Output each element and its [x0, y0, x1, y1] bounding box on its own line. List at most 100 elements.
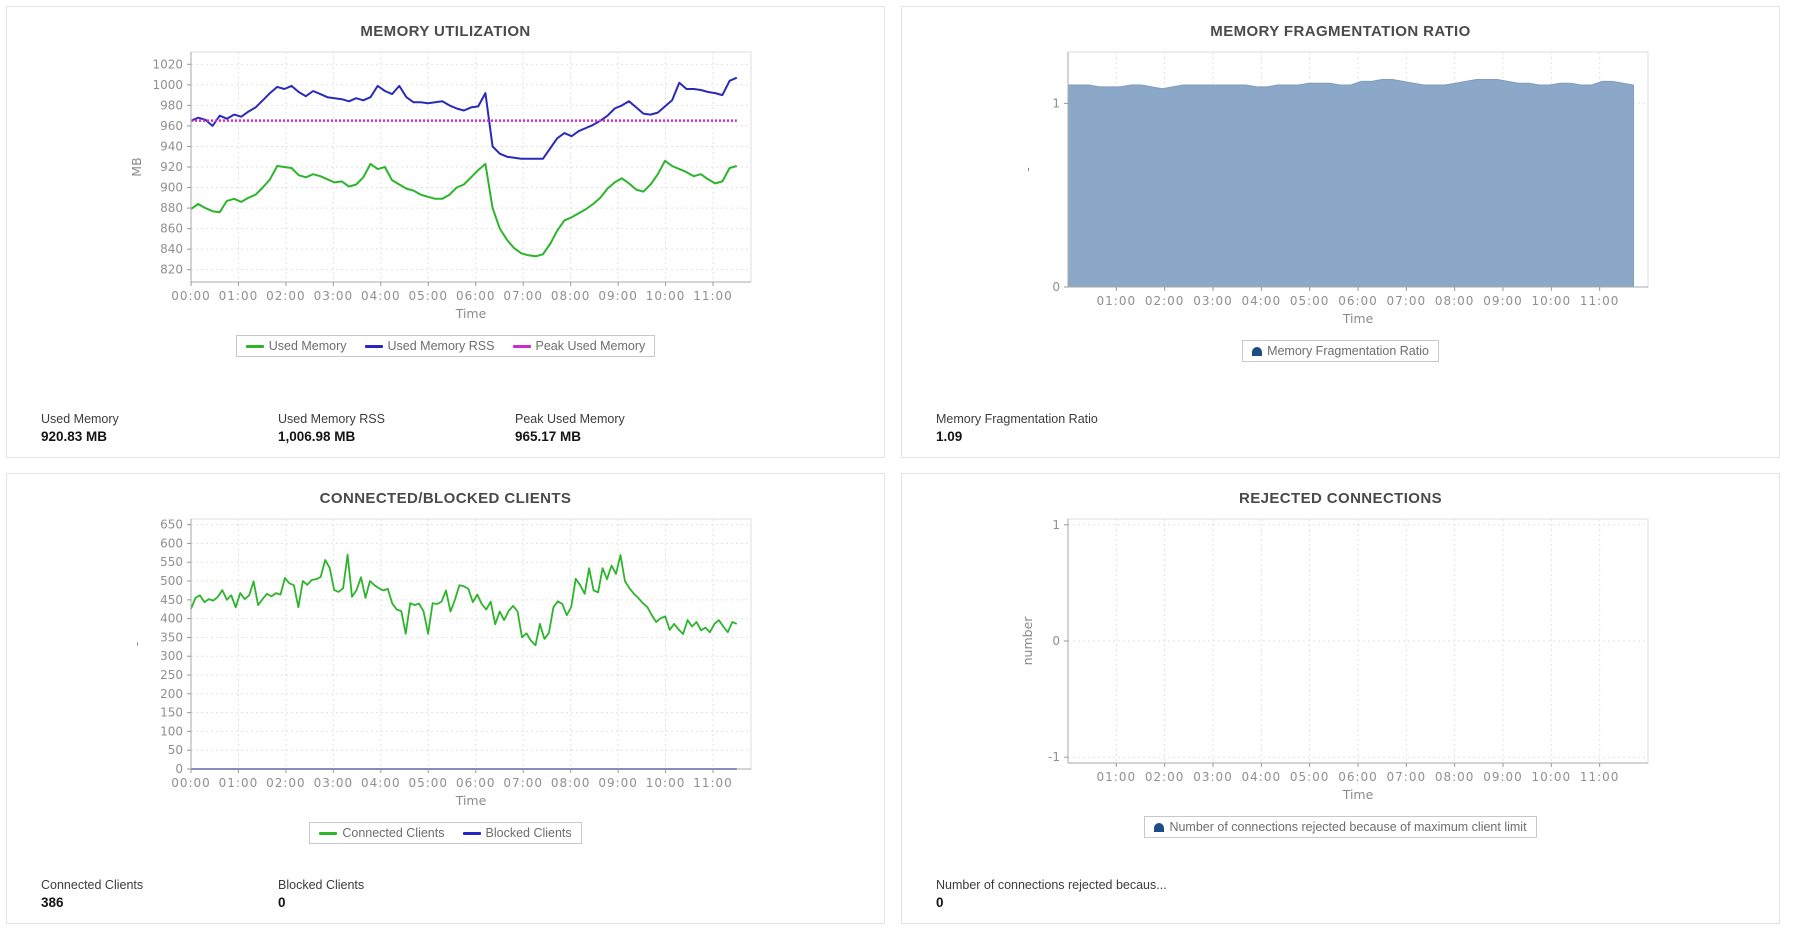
svg-text:Time: Time — [1341, 311, 1373, 326]
stat-value: 386 — [41, 895, 64, 910]
svg-text:07:00: 07:00 — [1386, 294, 1426, 308]
svg-text:11:00: 11:00 — [1579, 770, 1619, 784]
svg-text:-: - — [1020, 167, 1035, 172]
legend-item: Used Memory — [245, 339, 347, 353]
svg-text:04:00: 04:00 — [361, 289, 401, 303]
svg-text:550: 550 — [160, 555, 183, 569]
stats-row: Memory Fragmentation Ratio 1.09 — [902, 412, 1779, 457]
svg-text:11:00: 11:00 — [693, 776, 733, 790]
svg-text:10:00: 10:00 — [645, 289, 685, 303]
stat: Memory Fragmentation Ratio 1.09 — [936, 412, 1173, 444]
svg-text:0: 0 — [1052, 634, 1060, 648]
stat: Connected Clients 386 — [41, 878, 278, 910]
stat-value: 1.09 — [936, 429, 963, 444]
svg-text:04:00: 04:00 — [1241, 770, 1281, 784]
svg-text:820: 820 — [160, 263, 183, 277]
svg-text:1: 1 — [1052, 96, 1060, 110]
svg-text:450: 450 — [160, 593, 183, 607]
svg-text:100: 100 — [160, 724, 183, 738]
stat-label: Connected Clients — [41, 878, 144, 893]
svg-text:250: 250 — [160, 668, 183, 682]
legend-label: Blocked Clients — [485, 826, 572, 840]
svg-text:600: 600 — [160, 536, 183, 550]
legend-item: Used Memory RSS — [364, 339, 495, 353]
chart-area: -1 0 1 01:00 02:00 03:00 04:00 05:00 06:00 07:00 0… — [1018, 511, 1664, 812]
svg-text:350: 350 — [160, 630, 183, 644]
svg-text:06:00: 06:00 — [455, 289, 495, 303]
chart-title: REJECTED CONNECTIONS — [1238, 490, 1443, 507]
stat-label: Memory Fragmentation Ratio — [936, 412, 1098, 427]
svg-text:07:00: 07:00 — [503, 776, 543, 790]
svg-text:06:00: 06:00 — [1338, 770, 1378, 784]
connected-blocked-clients-chart[interactable]: 0 50 100 150 200 250 300 350 400 450 500 550 600 650 0… — [127, 511, 765, 813]
legend-item: Connected Clients — [319, 826, 445, 840]
svg-text:50: 50 — [167, 743, 182, 757]
memory-fragmentation-ratio-chart[interactable]: 0 1 01:00 02:00 03:00 04:00 05:00 06:00 07:00 08:… — [1018, 44, 1664, 331]
legend-label: Used Memory — [268, 339, 347, 353]
svg-text:05:00: 05:00 — [408, 289, 448, 303]
svg-text:840: 840 — [160, 242, 183, 256]
panel-memory-fragmentation-ratio: MEMORY FRAGMENTATION RATIO 0 1 01:00 02:00 0… — [901, 6, 1780, 458]
svg-text:08:00: 08:00 — [550, 289, 590, 303]
svg-text:10:00: 10:00 — [645, 776, 685, 790]
area-marker-icon — [1252, 346, 1263, 356]
svg-text:03:00: 03:00 — [313, 289, 353, 303]
svg-text:05:00: 05:00 — [1289, 294, 1329, 308]
svg-text:07:00: 07:00 — [503, 289, 543, 303]
svg-text:03:00: 03:00 — [1193, 770, 1233, 784]
svg-text:Time: Time — [454, 793, 486, 808]
svg-text:08:00: 08:00 — [1434, 770, 1474, 784]
line-marker-icon — [512, 344, 531, 348]
svg-text:650: 650 — [160, 518, 183, 532]
chart-title: MEMORY FRAGMENTATION RATIO — [1210, 23, 1471, 40]
svg-text:920: 920 — [160, 160, 183, 174]
svg-text:0: 0 — [1052, 280, 1060, 294]
svg-text:900: 900 — [160, 181, 183, 195]
chart-area: 0 50 100 150 200 250 300 350 400 450 500 550 600 650 0… — [127, 511, 765, 818]
svg-text:Time: Time — [454, 306, 486, 321]
svg-text:06:00: 06:00 — [1338, 294, 1378, 308]
chart-legend: Number of connections rejected because o… — [1144, 816, 1537, 838]
svg-text:09:00: 09:00 — [1483, 294, 1523, 308]
svg-text:00:00: 00:00 — [171, 776, 211, 790]
stat-label: Number of connections rejected becaus... — [936, 878, 1167, 893]
svg-text:-1: -1 — [1048, 750, 1060, 764]
chart-area: 820 840 860 880 900 920 940 960 980 1000 1020 00:00… — [127, 44, 765, 331]
svg-text:02:00: 02:00 — [266, 776, 306, 790]
chart-legend: Used Memory Used Memory RSS Peak Used Memo… — [235, 335, 656, 357]
svg-text:01:00: 01:00 — [218, 289, 258, 303]
area-marker-icon — [1154, 822, 1165, 832]
svg-text:09:00: 09:00 — [598, 776, 638, 790]
svg-text:1: 1 — [1052, 518, 1060, 532]
panel-memory-utilization: MEMORY UTILIZATION 820 840 860 880 900 920 940… — [6, 6, 885, 458]
stat-value: 0 — [936, 895, 944, 910]
legend-item: Memory Fragmentation Ratio — [1252, 344, 1429, 358]
line-marker-icon — [319, 831, 338, 835]
svg-text:number: number — [1020, 616, 1035, 666]
svg-text:0: 0 — [175, 762, 183, 776]
stat: Number of connections rejected becaus...… — [936, 878, 1173, 910]
stat: Blocked Clients 0 — [278, 878, 515, 910]
svg-text:940: 940 — [160, 139, 183, 153]
svg-text:500: 500 — [160, 574, 183, 588]
svg-text:980: 980 — [160, 98, 183, 112]
chart-legend: Connected Clients Blocked Clients — [309, 822, 582, 844]
svg-text:1000: 1000 — [152, 78, 183, 92]
legend-item: Blocked Clients — [462, 826, 572, 840]
stats-row: Connected Clients 386 Blocked Clients 0 — [7, 878, 884, 923]
svg-text:09:00: 09:00 — [1483, 770, 1523, 784]
svg-text:Time: Time — [1341, 787, 1373, 802]
stat-value: 0 — [278, 895, 286, 910]
panel-connected-blocked-clients: CONNECTED/BLOCKED CLIENTS 0 50 100 150 200 25… — [6, 473, 885, 924]
svg-text:01:00: 01:00 — [218, 776, 258, 790]
panel-rejected-connections: REJECTED CONNECTIONS -1 0 1 01:00 02:00 03:00… — [901, 473, 1780, 924]
memory-utilization-chart[interactable]: 820 840 860 880 900 920 940 960 980 1000 1020 00:00… — [127, 44, 765, 326]
svg-text:1020: 1020 — [152, 57, 183, 71]
svg-text:10:00: 10:00 — [1531, 294, 1571, 308]
legend-label: Number of connections rejected because o… — [1169, 820, 1527, 834]
stat-value: 965.17 MB — [515, 429, 582, 444]
svg-text:04:00: 04:00 — [1241, 294, 1281, 308]
rejected-connections-chart[interactable]: -1 0 1 01:00 02:00 03:00 04:00 05:00 06:00 07:00 0… — [1018, 511, 1664, 807]
svg-text:07:00: 07:00 — [1386, 770, 1426, 784]
